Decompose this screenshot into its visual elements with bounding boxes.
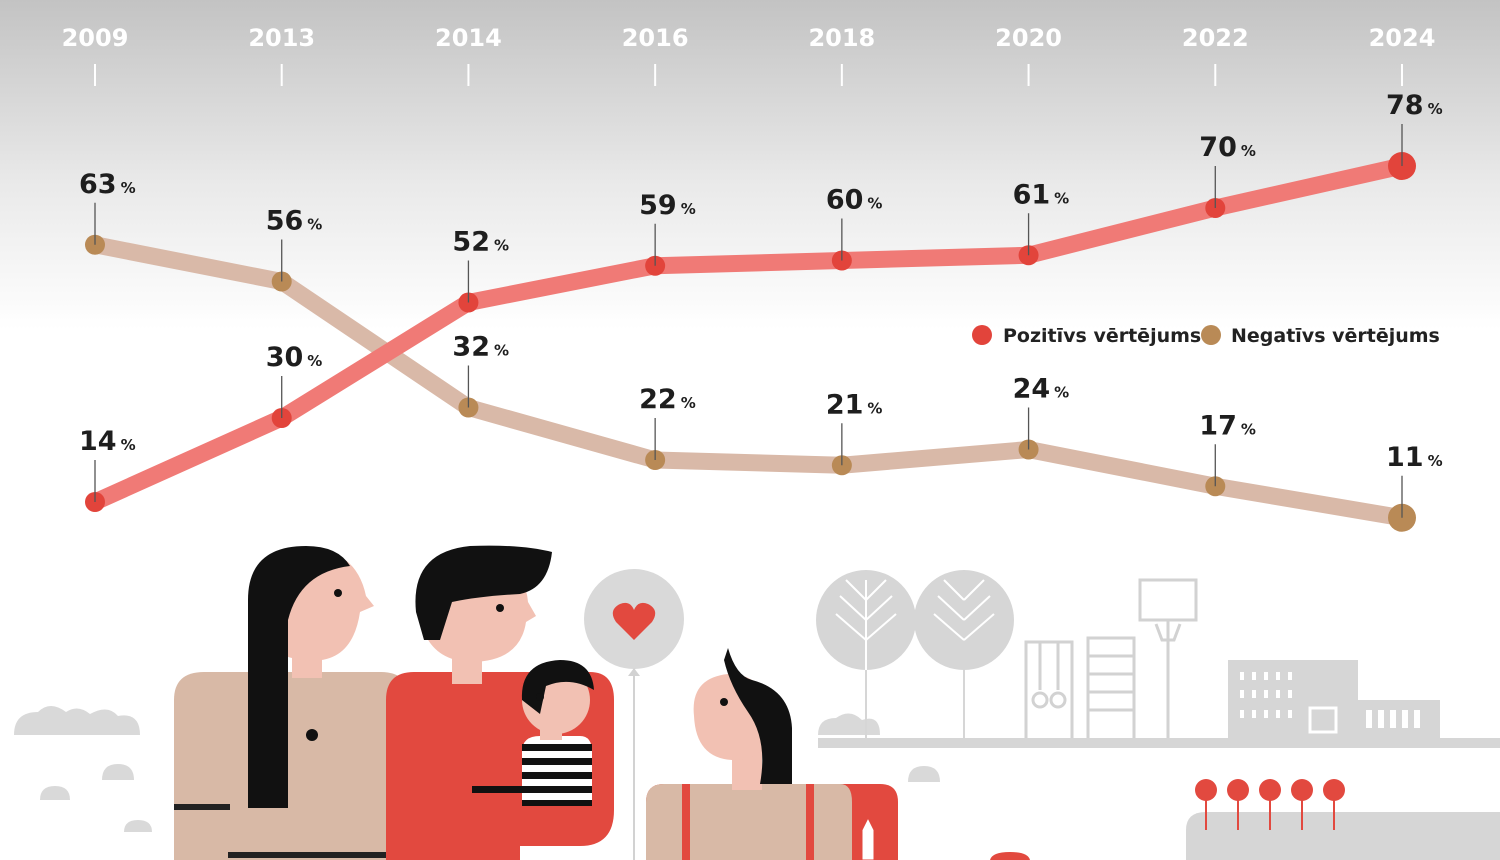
x-tick-label: 2018 [808,24,875,52]
ground-line [818,738,1500,748]
data-label-value: 21 [826,389,864,420]
family-illustration [14,545,1500,860]
data-label: 22% [639,384,696,415]
data-label: 56% [266,206,323,237]
balloon-heart-icon [584,569,684,860]
x-tick-label: 2022 [1182,24,1249,52]
data-label: 32% [452,332,509,363]
school-building-icon [1228,660,1440,738]
bush-left [14,706,140,735]
data-label-value: 11 [1386,442,1424,473]
x-tick-label: 2014 [435,24,502,52]
data-label-value: 59 [639,190,677,221]
data-label-value: 78 [1386,90,1424,121]
flowers-icon [1195,779,1345,830]
chart-background [0,0,1500,330]
data-label: 30% [266,342,323,373]
bush-small [908,766,940,782]
x-tick-label: 2016 [622,24,689,52]
bush-right [818,713,880,735]
data-label-unit: % [867,399,882,417]
data-label: 17% [1199,410,1256,441]
series-line-positive [86,157,1411,511]
data-label: 60% [826,185,883,216]
data-label-unit: % [681,394,696,412]
data-label-unit: % [1428,100,1443,118]
legend-negative-marker [1201,325,1221,345]
data-label: 14% [79,426,136,457]
data-label-value: 70 [1199,132,1237,163]
legend: Pozitīvs vērtējums Negatīvs vērtējums [972,325,1440,347]
data-label-value: 17 [1199,410,1237,441]
x-tick-label: 2020 [995,24,1062,52]
data-label-value: 63 [79,169,117,200]
data-label-unit: % [1054,189,1069,207]
data-label: 24% [1013,374,1070,405]
playground-icon [1024,578,1198,738]
data-label-unit: % [121,179,136,197]
x-tick-label: 2009 [62,24,129,52]
data-label: 78% [1386,90,1443,121]
data-label-unit: % [1241,420,1256,438]
x-axis: 2009 2013 2014 2016 2018 2020 2022 2024 [62,24,1436,86]
data-label: 52% [452,227,509,258]
data-label-unit: % [1241,142,1256,160]
data-label-value: 60 [826,185,864,216]
data-label-value: 22 [639,384,677,415]
data-label-unit: % [681,200,696,218]
data-label-unit: % [307,216,322,234]
data-label-value: 61 [1013,179,1051,210]
data-label: 61% [1013,179,1070,210]
series-line-negative [86,236,1411,527]
data-label-value: 56 [266,206,304,237]
legend-positive-label: Pozitīvs vērtējums [1003,325,1201,347]
ball-icon [990,852,1030,860]
mother-figure [174,546,410,860]
data-label: 21% [826,389,883,420]
data-label-unit: % [307,352,322,370]
data-label-value: 24 [1013,374,1051,405]
data-label-value: 30 [266,342,304,373]
data-label-unit: % [494,342,509,360]
data-label-value: 52 [452,227,490,258]
data-label: 11% [1386,442,1443,473]
baby-figure [472,660,594,806]
x-tick-label: 2024 [1369,24,1436,52]
bush-small [102,764,134,780]
x-tick-label: 2013 [248,24,315,52]
data-label: 70% [1199,132,1256,163]
bush-small [124,820,152,832]
child-figure [646,648,898,860]
field-shape [1186,812,1500,860]
data-label: 63% [79,169,136,200]
data-label: 59% [639,190,696,221]
bush-small [40,786,70,800]
data-label-unit: % [494,237,509,255]
legend-negative-label: Negatīvs vērtējums [1231,325,1440,347]
data-label-unit: % [1054,384,1069,402]
legend-positive-marker [972,325,992,345]
data-label-value: 32 [452,332,490,363]
data-label-value: 14 [79,426,117,457]
data-label-unit: % [121,436,136,454]
data-label-unit: % [1428,452,1443,470]
data-label-unit: % [867,195,882,213]
value-labels: 63 %56 %32 %22% 21 %24 %17 %11 %14 %30 %52 %59% 60% 6… [79,90,1443,518]
